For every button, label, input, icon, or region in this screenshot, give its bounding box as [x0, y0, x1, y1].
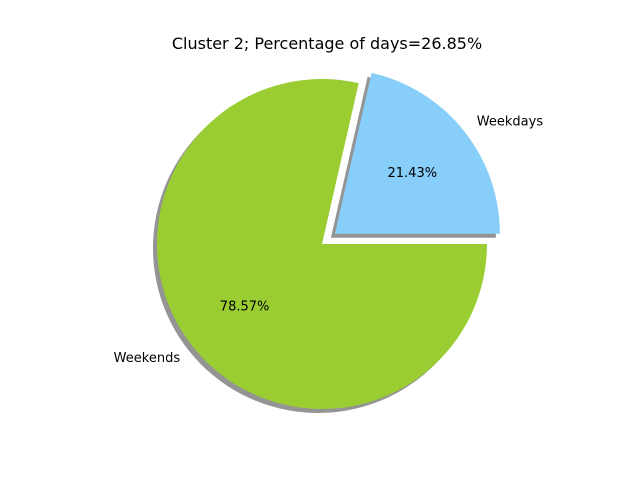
chart-title: Cluster 2; Percentage of days=26.85% [172, 34, 482, 53]
pie-slice-weekends [156, 78, 487, 409]
pie-slices [156, 72, 500, 409]
slice-percent-weekends: 78.57% [220, 300, 270, 315]
pie-slice-weekdays [334, 72, 500, 234]
slice-label-weekends: Weekends [114, 351, 181, 366]
pie-labels: Weekdays 21.43% Weekends 78.57% [114, 115, 544, 367]
slice-percent-weekdays: 21.43% [388, 166, 438, 181]
slice-label-weekdays: Weekdays [477, 115, 544, 130]
